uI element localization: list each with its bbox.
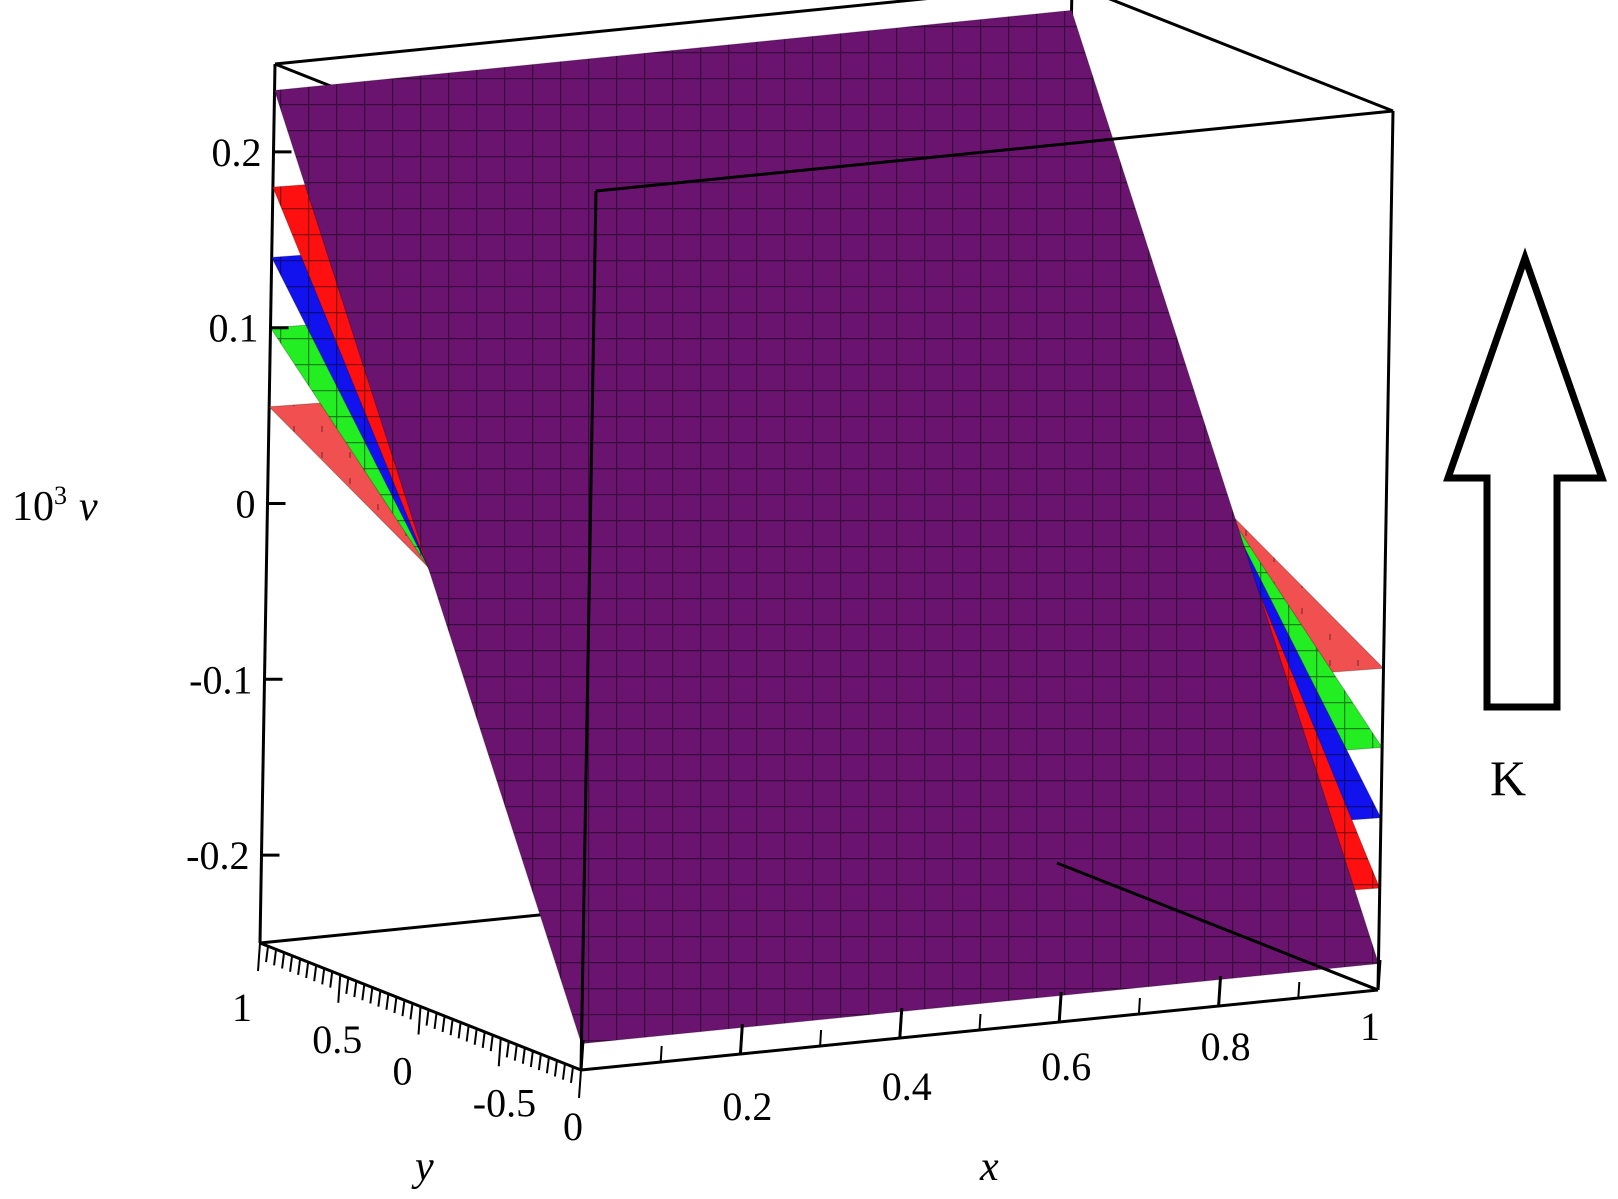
x-tick-label-1: 0.2 (722, 1084, 772, 1129)
y-tick (425, 1009, 430, 1026)
y-tick (545, 1057, 550, 1074)
x-axis-label: x (979, 1144, 999, 1190)
x-tick-4 (1217, 975, 1223, 1007)
y-tick-label-3: -0.5 (473, 1080, 536, 1125)
y-tick (489, 1034, 494, 1052)
y-tick (473, 1028, 478, 1045)
surfaces-group (267, 9, 1385, 1045)
z-tick-label-4: -0.2 (186, 833, 249, 878)
x-minor-tick (1297, 981, 1301, 999)
box-edge-front-2 (1376, 110, 1395, 991)
y-tick-label-2: 0 (393, 1049, 413, 1094)
y-tick (529, 1050, 534, 1068)
y-tick (449, 1019, 454, 1036)
y-tick (561, 1063, 566, 1080)
y-tick (578, 1069, 582, 1099)
y-tick (321, 968, 326, 985)
x-minor-tick (1137, 997, 1141, 1015)
y-tick (417, 1006, 422, 1035)
x-tick-label-4: 0.8 (1201, 1024, 1251, 1069)
y-tick (353, 980, 358, 998)
y-tick (409, 1003, 414, 1020)
y-tick (313, 965, 318, 982)
x-tick-2 (898, 1007, 904, 1039)
x-tick-label-2: 0.4 (882, 1064, 932, 1109)
x-tick-0 (579, 1039, 585, 1071)
k-arrow-annotation: K (1443, 247, 1607, 806)
y-tick (361, 984, 366, 1001)
box-edge-back-2 (274, 0, 928, 66)
y-tick (297, 958, 302, 975)
y-tick (329, 971, 334, 988)
z-tick-label-1: 0.1 (209, 306, 259, 351)
plot-box-front (579, 0, 1395, 1071)
y-tick (265, 946, 270, 963)
y-tick (513, 1044, 518, 1061)
surface-grid-4 (274, 10, 1379, 1044)
z-axis-label-prefix: 10 (12, 484, 54, 530)
x-tick-3 (1057, 991, 1063, 1023)
axis-ticks: 0.2 0.1 0 -0.1 -0.2 0 0.2 0.4 0.6 0.8 1 1 0.5 0 -0.5 (186, 130, 1382, 1149)
y-tick (345, 977, 350, 995)
y-tick (305, 961, 310, 979)
x-tick-label-3: 0.6 (1041, 1044, 1091, 1089)
y-tick (505, 1041, 510, 1058)
y-tick (273, 949, 278, 966)
y-tick (481, 1031, 486, 1049)
y-tick-label-0: 1 (232, 985, 252, 1030)
box-edge-front-1 (595, 109, 1394, 193)
y-tick (457, 1022, 462, 1039)
up-arrow-icon (1443, 247, 1607, 711)
z-axis-label-var: v (79, 484, 98, 530)
z-axis-label: 103 v (12, 481, 98, 530)
y-tick (337, 974, 342, 1003)
y-tick (369, 987, 374, 1004)
y-tick (465, 1025, 470, 1042)
x-tick-label-0: 0 (563, 1104, 583, 1149)
z-tick-label-0: 0.2 (212, 130, 262, 175)
box-edge-front-3 (1108, 0, 1394, 113)
y-tick (537, 1054, 542, 1071)
y-tick (497, 1038, 502, 1067)
box-edge-front-0 (579, 190, 598, 1071)
y-tick (281, 952, 286, 969)
y-tick (393, 996, 398, 1014)
y-tick (569, 1066, 574, 1083)
x-tick-5 (1376, 959, 1382, 991)
y-tick (521, 1047, 526, 1064)
k-label: K (1490, 750, 1526, 806)
y-tick (433, 1012, 438, 1029)
z-axis-label-exponent: 3 (54, 481, 67, 510)
y-axis-label: y (411, 1144, 434, 1190)
x-tick-1 (738, 1023, 744, 1055)
z-tick-label-3: -0.1 (189, 657, 252, 702)
x-minor-tick (659, 1045, 663, 1063)
z-tick-label-2: 0 (236, 482, 256, 527)
box-edge-front-4 (1056, 861, 1379, 992)
y-tick (385, 993, 390, 1010)
y-tick-label-1: 0.5 (312, 1017, 362, 1062)
y-tick (289, 955, 294, 972)
x-minor-tick (819, 1029, 823, 1047)
y-tick (401, 1000, 406, 1017)
y-tick (553, 1060, 558, 1077)
y-tick (377, 990, 382, 1007)
x-minor-tick (978, 1013, 982, 1031)
y-tick (257, 942, 261, 972)
y-tick (441, 1015, 446, 1033)
x-tick-label-5: 1 (1360, 1004, 1380, 1049)
